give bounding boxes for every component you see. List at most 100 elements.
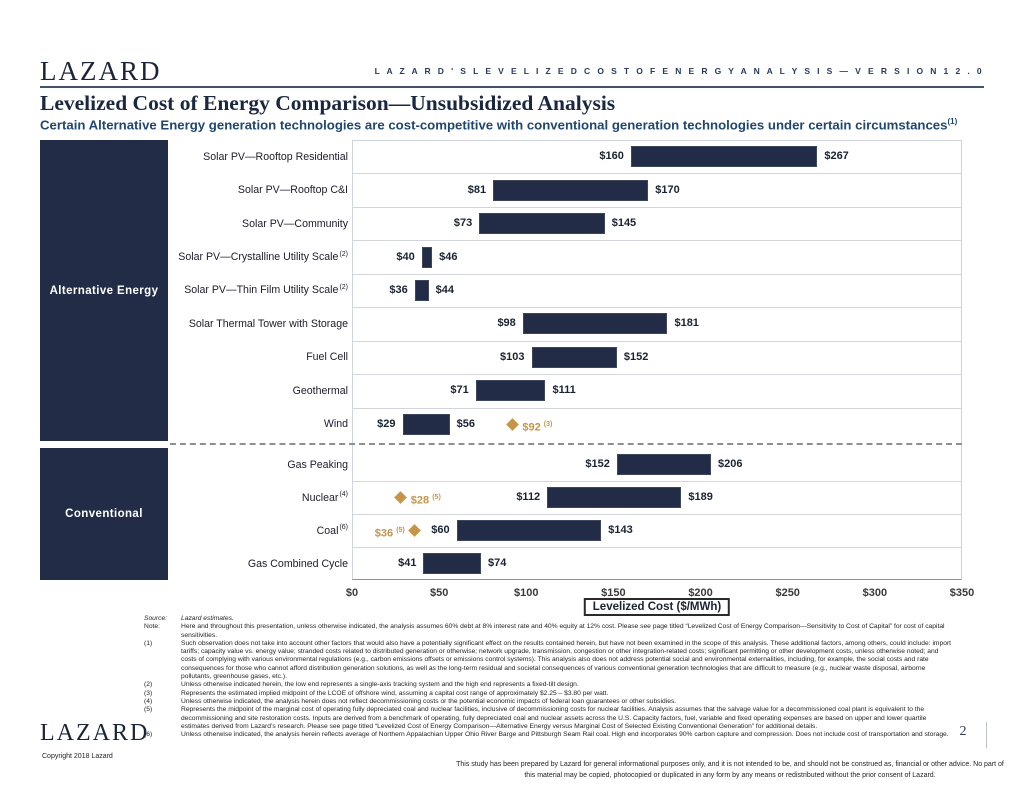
category-label-text: Solar PV—Thin Film Utility Scale: [184, 284, 339, 297]
range-bar: [531, 346, 617, 368]
bar-low-value: $73: [453, 217, 473, 230]
category-label-text: Solar PV—Community: [242, 217, 348, 230]
group-block-alternative-energy: Alternative Energy: [40, 140, 168, 441]
range-bar: [547, 487, 682, 508]
range-bar: [456, 520, 602, 541]
footnote-row: (4) Unless otherwise indicated, the analy…: [144, 698, 952, 706]
lazard-logo: LAZARD: [40, 56, 162, 86]
footnote-label: (2): [144, 681, 153, 689]
bar-high-value: $143: [608, 524, 633, 536]
range-bar: [493, 179, 649, 201]
category-label: Solar PV—Rooftop C&I: [172, 173, 348, 206]
bar-low-value: $81: [467, 183, 487, 196]
category-label: Fuel Cell: [172, 341, 348, 374]
x-axis-tick: $150: [601, 587, 626, 599]
bar-high-value: $145: [611, 217, 637, 230]
bar-low-value: $36: [389, 284, 408, 296]
disclaimer: This study has been prepared by Lazard f…: [456, 761, 1004, 779]
diamond-value: $36 (5): [375, 525, 405, 540]
category-label: Solar PV—Thin Film Utility Scale (2): [172, 274, 348, 307]
category-label-text: Solar PV—Crystalline Utility Scale: [178, 251, 339, 264]
lcoe-chart: Alternative Energy Solar PV—Rooftop Resid…: [40, 140, 974, 599]
footnote-text: Represents the estimated implied midpoin…: [181, 689, 609, 697]
page-number: 2: [959, 724, 967, 739]
category-label-text: Wind: [323, 418, 348, 431]
diamond-footnote-ref: (5): [432, 494, 441, 501]
category-label: Solar Thermal Tower with Storage: [172, 307, 348, 340]
footnote-row: (2) Unless otherwise indicated herein, th…: [144, 681, 952, 689]
bar-low-value: $41: [398, 557, 417, 569]
group-block-conventional: Conventional: [40, 448, 168, 580]
footnote-text: Represents the midpoint of the marginal …: [181, 706, 927, 730]
row-gridline: [352, 514, 962, 515]
category-label: Gas Combined Cycle: [172, 547, 348, 580]
category-label: Coal (6): [172, 514, 348, 547]
x-axis-tick: $0: [345, 587, 359, 599]
bar-low-value: $29: [377, 417, 396, 430]
category-label-text: Geothermal: [292, 384, 348, 397]
bar-low-value: $152: [585, 458, 610, 470]
x-axis-title: Levelized Cost ($/MWh): [583, 598, 731, 616]
footnotes: Source: Lazard estimates. Note: Here and th…: [144, 615, 952, 739]
category-label: Gas Peaking: [172, 448, 348, 481]
category-label: Solar PV—Rooftop Residential: [172, 140, 348, 173]
category-label: Wind: [172, 408, 348, 441]
bar-low-value: $98: [497, 317, 516, 330]
row-gridline: [352, 240, 962, 242]
footnote-text: Such observation does not take into acco…: [181, 639, 952, 681]
bar-high-value: $181: [674, 317, 699, 330]
x-axis-tick: $50: [429, 587, 449, 599]
row-gridline: [352, 481, 962, 482]
diamond-footnote-ref: (5): [396, 527, 405, 534]
bar-high-value: $46: [439, 250, 458, 263]
header-rule: [40, 86, 984, 88]
row-gridline: [352, 307, 962, 309]
diamond-value-text: $36: [374, 527, 397, 540]
category-label-text: Solar PV—Rooftop Residential: [203, 150, 348, 163]
x-axis-tick: $250: [775, 587, 800, 599]
footnote-row: (3) Represents the estimated implied midp…: [144, 690, 952, 698]
range-bar: [479, 213, 605, 235]
row-gridline: [352, 340, 962, 342]
footer-lazard-logo: LAZARD: [40, 720, 150, 746]
bar-high-value: $56: [456, 417, 475, 430]
category-label-text: Solar PV—Rooftop C&I: [237, 184, 348, 197]
footnote-label: (6): [144, 731, 153, 739]
row-gridline: [352, 407, 962, 409]
range-bar: [421, 246, 433, 268]
category-label-text: Fuel Cell: [306, 351, 348, 364]
category-footnote-ref: (4): [339, 491, 348, 498]
category-footnote-ref: (6): [339, 524, 348, 531]
category-label: Solar PV—Crystalline Utility Scale (2): [172, 240, 348, 273]
footnote-label: (1): [144, 639, 153, 647]
bar-high-value: $170: [655, 183, 680, 196]
footnote-row: Note: Here and throughout this presentati…: [144, 623, 952, 640]
row-gridline: [352, 173, 962, 175]
category-label-text: Coal: [316, 524, 339, 537]
category-label-text: Nuclear: [301, 491, 339, 504]
footnote-label: Note:: [144, 623, 160, 631]
footnote-text: Unless otherwise indicated herein, the l…: [181, 681, 579, 689]
footnote-text: Lazard estimates.: [181, 615, 234, 622]
diamond-footnote-ref: (3): [543, 420, 553, 428]
diamond-value-text: $92: [522, 421, 544, 434]
page-number-rule: [986, 722, 987, 748]
range-bar: [616, 454, 712, 475]
x-axis-tick: $300: [862, 587, 888, 599]
category-footnote-ref: (2): [339, 250, 348, 258]
bar-high-value: $74: [487, 557, 507, 569]
group-divider-dashed: [170, 443, 962, 445]
diamond-value-text: $28: [410, 494, 433, 507]
bar-low-value: $112: [516, 491, 541, 503]
subtitle-footnote-ref: (1): [947, 117, 958, 126]
range-bar: [522, 313, 668, 335]
footnote-text: Here and throughout this presentation, u…: [181, 623, 945, 639]
row-gridline: [352, 273, 962, 275]
x-axis-tick: $350: [949, 587, 975, 599]
diamond-value: $28 (5): [411, 492, 441, 507]
range-bar: [402, 413, 450, 435]
bar-high-value: $189: [688, 491, 713, 503]
bar-high-value: $267: [824, 150, 849, 163]
bar-high-value: $206: [718, 458, 743, 470]
